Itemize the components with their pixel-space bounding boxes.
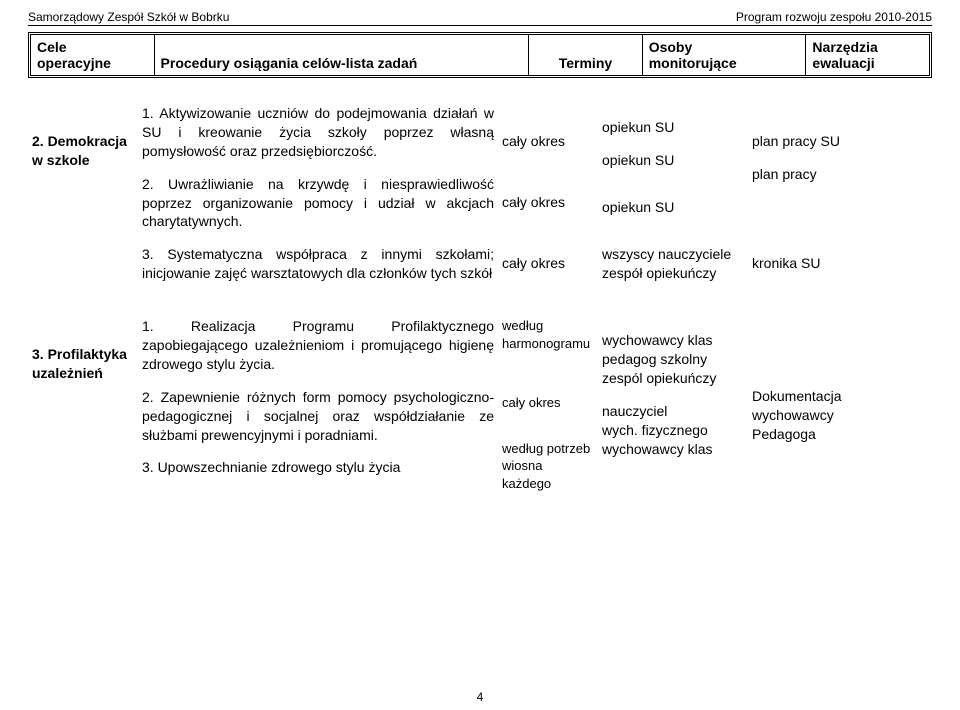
section-profilaktyka: 3. Profilaktyka uzależnień 1. Realizacja… — [28, 317, 932, 492]
ev-a2: plan pracy — [752, 165, 854, 184]
ev-a1: plan pracy SU — [752, 132, 854, 151]
row-title-profilaktyka: 3. Profilaktyka uzależnień — [32, 345, 134, 383]
table-header-frame: Cele operacyjne Procedury osiągania celó… — [28, 32, 932, 78]
mon-a2: opiekun SU — [602, 151, 744, 170]
mon-b1: wychowawcy klas — [602, 331, 744, 350]
th-osoby: Osoby monitorujące — [642, 35, 806, 75]
th-procedury: Procedury osiągania celów-lista zadań — [154, 35, 529, 75]
term-b1b: harmonogramu — [502, 335, 594, 353]
ev-a3: kronika SU — [752, 254, 854, 273]
row-title-demokracja: 2. Demokracja w szkole — [32, 132, 134, 170]
term-a2: cały okres — [502, 193, 594, 212]
task-b1: 1. Realizacja Programu Profilaktycznego … — [142, 317, 494, 374]
term-b3a: według potrzeb — [502, 440, 594, 458]
term-b3b: wiosna każdego — [502, 457, 594, 492]
task-b2: 2. Zapewnienie różnych form pomocy psych… — [142, 388, 494, 445]
task-a2: 2. Uwrażliwianie na krzywdę i niesprawie… — [142, 175, 494, 232]
task-b3: 3. Upowszechnianie zdrowego stylu życia — [142, 458, 494, 477]
th-narzedzia-2: ewaluacji — [812, 55, 923, 71]
ev-b1: Dokumentacja wychowawcy Pedagoga — [752, 387, 854, 444]
th-cele: Cele operacyjne — [31, 35, 154, 75]
mon-b5: wych. fizycznego — [602, 421, 744, 440]
column-headers: Cele operacyjne Procedury osiągania celó… — [31, 35, 929, 75]
task-a1: 1. Aktywizowanie uczniów do podejmowania… — [142, 104, 494, 161]
term-b1a: według — [502, 317, 594, 335]
th-osoby-2: monitorujące — [649, 55, 800, 71]
th-cele-1: Cele — [37, 39, 148, 55]
mon-b3: zespól opiekuńczy — [602, 369, 744, 388]
mon-a4: wszyscy nauczyciele — [602, 245, 744, 264]
mon-a3: opiekun SU — [602, 198, 744, 217]
th-osoby-1: Osoby — [649, 39, 800, 55]
th-cele-2: operacyjne — [37, 55, 148, 71]
mon-b6: wychowawcy klas — [602, 440, 744, 459]
term-a1: cały okres — [502, 132, 594, 151]
mon-b2: pedagog szkolny — [602, 350, 744, 369]
th-narzedzia: Narzędzia ewaluacji — [806, 35, 929, 75]
header-left: Samorządowy Zespół Szkół w Bobrku — [28, 10, 229, 24]
mon-a1: opiekun SU — [602, 118, 744, 137]
section-demokracja: 2. Demokracja w szkole 1. Aktywizowanie … — [28, 104, 932, 283]
th-narzedzia-1: Narzędzia — [812, 39, 923, 55]
page-number: 4 — [0, 690, 960, 704]
mon-b4: nauczyciel — [602, 402, 744, 421]
term-b2: cały okres — [502, 394, 594, 412]
term-a3: cały okres — [502, 254, 594, 273]
task-a3: 3. Systematyczna współpraca z innymi szk… — [142, 245, 494, 283]
th-terminy: Terminy — [529, 35, 643, 75]
header-right: Program rozwoju zespołu 2010-2015 — [736, 10, 932, 24]
mon-a5: zespół opiekuńczy — [602, 264, 744, 283]
